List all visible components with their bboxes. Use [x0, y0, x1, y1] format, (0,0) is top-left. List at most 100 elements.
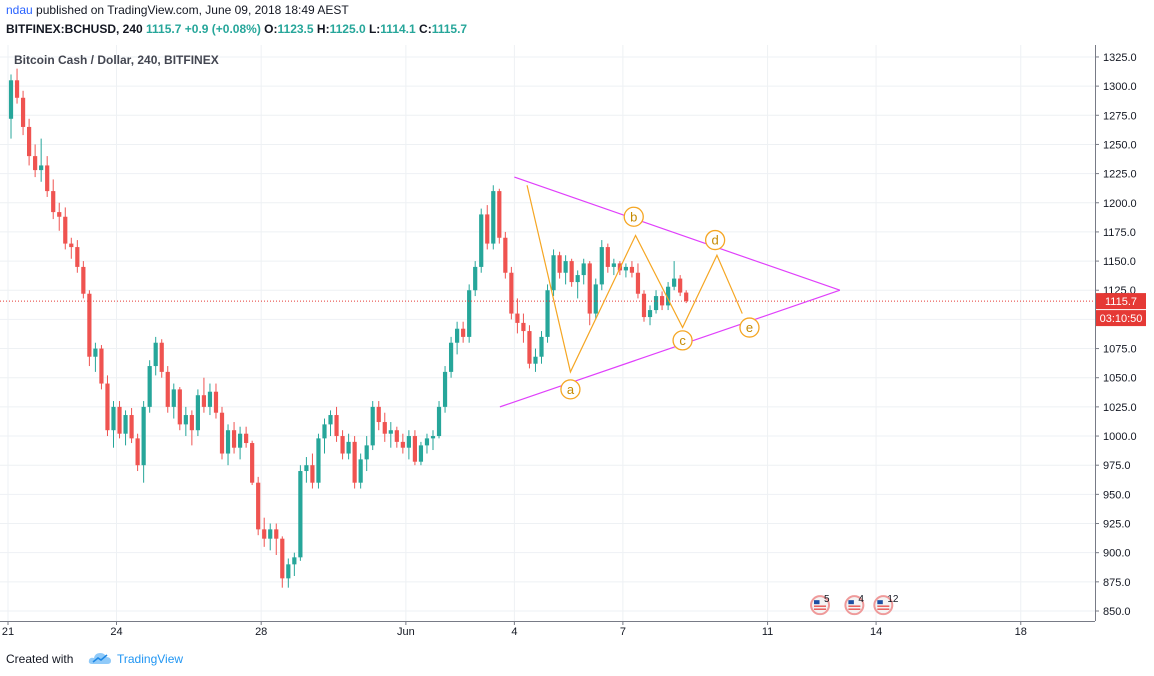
candle[interactable] — [45, 156, 50, 197]
candle[interactable] — [201, 377, 207, 413]
candle[interactable] — [388, 422, 393, 448]
candle[interactable] — [599, 240, 604, 291]
candle[interactable] — [298, 465, 303, 561]
candle[interactable] — [33, 144, 38, 178]
wave-label-circle[interactable] — [623, 206, 644, 227]
candle[interactable] — [666, 282, 671, 311]
candle[interactable] — [57, 202, 62, 231]
candle[interactable] — [129, 408, 134, 444]
candle[interactable] — [322, 418, 327, 454]
candle[interactable] — [225, 424, 231, 466]
candle[interactable] — [280, 536, 285, 588]
candle[interactable] — [455, 321, 460, 355]
candle[interactable] — [545, 284, 550, 343]
candle[interactable] — [436, 401, 442, 439]
candle[interactable] — [219, 406, 225, 460]
candle[interactable] — [340, 430, 345, 460]
candle[interactable] — [672, 261, 677, 291]
triangle-lower-line[interactable] — [499, 289, 841, 408]
candle[interactable] — [69, 237, 74, 259]
candle[interactable] — [8, 74, 14, 139]
candle[interactable] — [521, 313, 526, 343]
candle[interactable] — [509, 266, 514, 320]
candle[interactable] — [557, 251, 562, 279]
candle[interactable] — [268, 523, 273, 551]
candle[interactable] — [394, 426, 399, 448]
candle[interactable] — [400, 433, 405, 454]
candle[interactable] — [647, 305, 653, 326]
candle[interactable] — [39, 138, 44, 182]
candle[interactable] — [430, 430, 436, 451]
candle[interactable] — [442, 366, 448, 413]
candle[interactable] — [310, 453, 315, 489]
candle[interactable] — [20, 90, 26, 136]
candle[interactable] — [370, 401, 375, 451]
candle[interactable] — [171, 383, 176, 419]
candle[interactable] — [159, 339, 164, 378]
candle[interactable] — [623, 263, 629, 278]
candle[interactable] — [231, 422, 237, 454]
candle[interactable] — [26, 118, 32, 166]
candle[interactable] — [412, 430, 418, 466]
candle[interactable] — [684, 290, 689, 304]
candle[interactable] — [105, 375, 110, 437]
candle[interactable] — [653, 290, 659, 314]
tradingview-link[interactable]: TradingView — [117, 652, 184, 666]
candle[interactable] — [328, 410, 333, 437]
candle[interactable] — [563, 255, 568, 285]
candle[interactable] — [334, 406, 339, 442]
candle[interactable] — [611, 258, 616, 276]
candle[interactable] — [93, 342, 98, 372]
candle[interactable] — [292, 552, 297, 577]
triangle-upper-line[interactable] — [514, 176, 841, 291]
candle[interactable] — [587, 261, 592, 326]
candle[interactable] — [274, 523, 279, 556]
candle[interactable] — [207, 383, 213, 416]
candle[interactable] — [117, 401, 122, 439]
candle[interactable] — [418, 441, 424, 466]
candle[interactable] — [467, 284, 472, 343]
candle[interactable] — [111, 401, 116, 448]
candle[interactable] — [641, 290, 647, 322]
candle[interactable] — [533, 348, 538, 372]
candle[interactable] — [551, 249, 556, 297]
candle[interactable] — [527, 325, 532, 369]
candle[interactable] — [539, 331, 544, 364]
candle[interactable] — [286, 558, 291, 588]
author-link[interactable]: ndau — [6, 3, 33, 17]
wave-label-circle[interactable] — [560, 379, 581, 400]
candle[interactable] — [75, 240, 80, 273]
candle[interactable] — [629, 261, 635, 278]
candle[interactable] — [165, 366, 170, 413]
wave-label-circle[interactable] — [739, 317, 760, 338]
candle[interactable] — [473, 261, 478, 297]
candle[interactable] — [135, 433, 140, 472]
candle[interactable] — [581, 258, 586, 285]
candle[interactable] — [14, 68, 20, 104]
candle[interactable] — [503, 231, 508, 279]
candle[interactable] — [515, 298, 520, 334]
candle[interactable] — [461, 321, 466, 343]
candle[interactable] — [497, 188, 502, 244]
candle[interactable] — [593, 278, 598, 320]
candle[interactable] — [213, 383, 219, 419]
candle[interactable] — [569, 258, 574, 287]
candle[interactable] — [244, 426, 249, 448]
wave-label-circle[interactable] — [672, 330, 693, 351]
candle[interactable] — [605, 243, 610, 273]
candle[interactable] — [87, 290, 92, 367]
candle[interactable] — [147, 360, 152, 413]
candle[interactable] — [189, 410, 194, 446]
candle[interactable] — [237, 426, 243, 460]
candle[interactable] — [376, 401, 381, 431]
candle[interactable] — [63, 207, 68, 250]
candle[interactable] — [177, 387, 182, 431]
candle[interactable] — [153, 336, 158, 376]
candle[interactable] — [250, 440, 255, 486]
candle[interactable] — [364, 436, 369, 472]
candle[interactable] — [81, 261, 86, 299]
candle[interactable] — [183, 406, 188, 437]
wave-label-circle[interactable] — [704, 229, 726, 251]
candle[interactable] — [262, 517, 267, 547]
candle[interactable] — [51, 179, 56, 220]
